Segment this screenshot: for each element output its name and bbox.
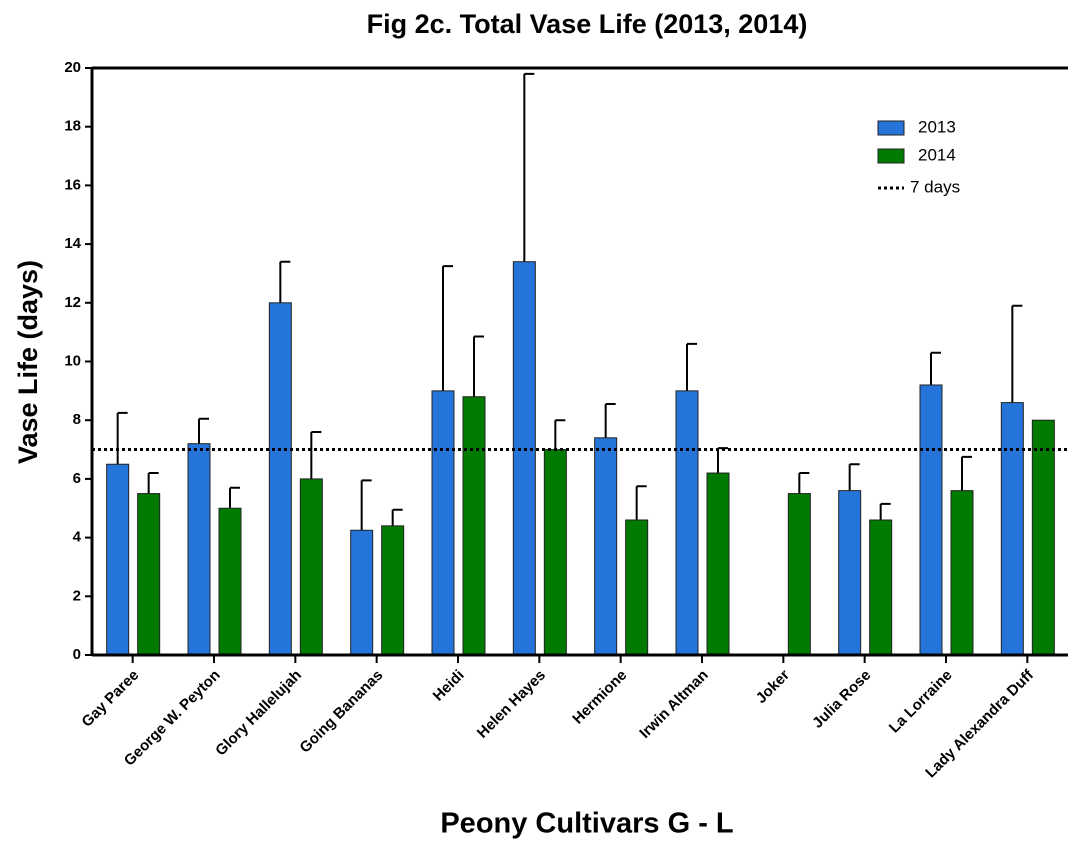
y-tick-label: 12: [64, 294, 81, 311]
bar: [268, 302, 292, 656]
bar: [869, 519, 893, 656]
error-bar: [930, 351, 941, 385]
x-tick-label: Hermione: [569, 667, 630, 728]
error-bar: [147, 472, 159, 494]
x-axis-label: Peony Cultivars G - L: [440, 808, 733, 840]
bar: [594, 437, 618, 656]
bar: [1000, 402, 1024, 656]
error-bar: [198, 417, 209, 444]
error-bar: [717, 447, 728, 474]
error-bar: [442, 265, 453, 391]
x-tick-label: Going Bananas: [296, 667, 386, 757]
bar: [350, 529, 374, 656]
bar: [299, 478, 323, 656]
error-bar: [604, 403, 616, 438]
legend-swatch: [877, 120, 905, 136]
y-tick-label: 10: [64, 352, 81, 369]
legend-label: 7 days: [910, 177, 960, 196]
bar: [625, 519, 649, 656]
bar: [218, 507, 242, 656]
y-tick-label: 6: [73, 470, 81, 487]
bar: [381, 525, 405, 656]
bar: [462, 396, 486, 656]
error-bar: [229, 486, 240, 509]
y-tick-label: 8: [73, 411, 81, 428]
bar: [137, 493, 161, 656]
error-bar: [554, 419, 566, 450]
x-tick-label: La Lorraine: [886, 667, 956, 737]
bar: [187, 443, 211, 656]
x-tick-label: Irwin Altman: [636, 667, 711, 742]
bar: [950, 490, 974, 656]
bar: [106, 463, 130, 656]
error-bar: [961, 455, 972, 491]
error-bar: [391, 508, 403, 526]
y-tick-label: 2: [73, 587, 81, 604]
error-bar: [1011, 304, 1023, 403]
error-bar: [473, 335, 484, 397]
bar: [919, 384, 943, 656]
error-bar: [116, 411, 128, 465]
y-tick-label: 18: [64, 118, 81, 135]
error-bar: [879, 502, 891, 520]
y-tick-label: 20: [64, 59, 81, 76]
y-tick-label: 14: [64, 235, 81, 252]
bar: [787, 493, 811, 656]
error-bar: [635, 485, 647, 520]
bar: [675, 390, 699, 656]
error-bar: [686, 342, 697, 391]
legend-swatch: [877, 148, 905, 164]
error-bar: [360, 479, 372, 531]
error-bar: [310, 430, 322, 479]
bar: [706, 472, 730, 656]
error-bar: [848, 463, 860, 491]
legend-label: 2014: [918, 145, 956, 164]
error-bar: [279, 260, 291, 303]
y-axis-label: Vase Life (days): [13, 260, 43, 464]
x-tick-label: Glory Hallelujah: [212, 667, 305, 760]
y-tick-label: 0: [73, 646, 81, 663]
x-tick-label: Gay Paree: [78, 667, 142, 731]
x-tick-label: Julia Rose: [809, 667, 874, 732]
bar: [543, 449, 567, 656]
error-bar: [523, 72, 535, 262]
legend-label: 2013: [918, 117, 956, 136]
error-bar: [798, 472, 810, 494]
bar: [431, 390, 455, 656]
x-tick-label: Joker: [753, 667, 793, 707]
chart-title: Fig 2c. Total Vase Life (2013, 2014): [367, 9, 808, 39]
bar: [838, 490, 862, 656]
y-tick-label: 16: [64, 176, 81, 193]
bar: [1031, 419, 1055, 656]
x-tick-label: Heidi: [430, 667, 468, 705]
x-tick-label: Helen Hayes: [474, 667, 549, 742]
bar: [512, 261, 536, 656]
y-tick-label: 4: [73, 529, 82, 546]
